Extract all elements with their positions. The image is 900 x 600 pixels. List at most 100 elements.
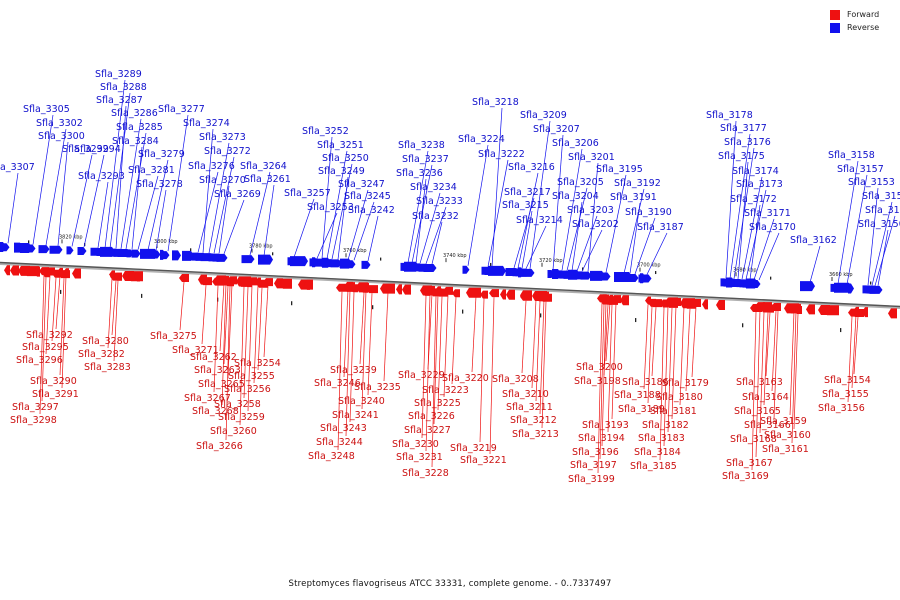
forward-leader-line (343, 289, 349, 378)
reverse-gene-label: Sfla_3264 (240, 161, 287, 172)
reverse-gene-label: Sfla_3157 (837, 164, 884, 175)
forward-leader-line (431, 296, 437, 468)
forward-gene-arrow (179, 273, 189, 282)
reverse-gene-label: Sfla_3285 (116, 122, 163, 133)
reverse-leader-line (874, 215, 896, 286)
reverse-gene-label: Sfla_3158 (828, 150, 875, 161)
forward-gene-label: Sfla_3298 (10, 415, 57, 426)
reverse-leader-line (571, 201, 583, 271)
forward-gene-label: Sfla_3165 (734, 406, 781, 417)
forward-leader-line (663, 305, 669, 447)
forward-gene-label: Sfla_3229 (398, 370, 445, 381)
reference-tick (742, 323, 744, 328)
reverse-leader-line (741, 176, 763, 280)
reverse-leader-line (529, 120, 551, 269)
forward-gene-arrow (648, 298, 656, 307)
reverse-gene-label: Sfla_3178 (706, 110, 753, 121)
reverse-gene-block (258, 254, 273, 265)
reverse-gene-block (640, 273, 646, 284)
reverse-gene-label: Sfla_3273 (199, 132, 246, 143)
forward-leader-line (751, 311, 757, 471)
forward-leader-line (219, 283, 225, 352)
forward-gene-label: Sfla_3260 (210, 426, 257, 437)
forward-gene-label: Sfla_3275 (150, 331, 197, 342)
reverse-gene-label: Sfla_3245 (344, 191, 391, 202)
axis-tick-label: 3820 kbp (59, 234, 83, 240)
forward-leader-line (597, 302, 603, 474)
reverse-gene-label: Sfla_3234 (410, 182, 457, 193)
reverse-leader-line (347, 189, 369, 261)
reference-tick (490, 262, 492, 266)
reverse-leader-line (7, 172, 19, 244)
forward-gene-block (666, 297, 678, 308)
reverse-gene-arrow (423, 264, 437, 273)
forward-gene-label: Sfla_3182 (642, 420, 689, 431)
reverse-leader-line (581, 229, 603, 272)
forward-gene-label: Sfla_3183 (638, 433, 685, 444)
reverse-swatch (830, 22, 840, 33)
legend-label-reverse: Reverse (847, 23, 880, 32)
forward-gene-label: Sfla_3156 (818, 403, 865, 414)
legend-item-forward: Forward (830, 8, 892, 21)
forward-gene-label: Sfla_3168 (730, 434, 777, 445)
reverse-leader-line (57, 141, 69, 246)
reverse-gene-label: Sfla_3287 (96, 95, 143, 106)
forward-gene-label: Sfla_3198 (574, 376, 621, 387)
forward-gene-block (702, 299, 708, 310)
reverse-leader-line (263, 184, 275, 256)
forward-gene-label: Sfla_3225 (414, 398, 461, 409)
forward-gene-label: Sfla_3155 (822, 389, 869, 400)
forward-gene-arrow (39, 267, 49, 276)
reverse-gene-label: Sfla_3190 (625, 207, 672, 218)
reverse-leader-line (321, 136, 333, 259)
forward-gene-label: Sfla_3208 (492, 374, 539, 385)
forward-gene-block (198, 274, 207, 285)
reference-tick (540, 313, 542, 318)
forward-gene-label: Sfla_3167 (726, 458, 773, 469)
forward-gene-label: Sfla_3254 (234, 358, 281, 369)
reverse-leader-line (218, 185, 230, 254)
reverse-gene-label: Sfla_3162 (790, 235, 837, 246)
reverse-gene-label: Sfla_3307 (0, 162, 35, 173)
forward-gene-label: Sfla_3186 (622, 377, 669, 388)
forward-gene-block (620, 295, 629, 306)
forward-gene-block (396, 284, 402, 295)
reverse-gene-label: Sfla_3191 (610, 192, 657, 203)
forward-leader-line (759, 312, 765, 434)
reverse-gene-arrow (49, 245, 63, 254)
forward-gene-label: Sfla_3164 (742, 392, 789, 403)
forward-gene-label: Sfla_3283 (84, 362, 131, 373)
reverse-gene-block (322, 257, 331, 268)
forward-leader-line (113, 280, 119, 362)
forward-leader-line (359, 292, 365, 365)
reverse-gene-label: Sfla_3276 (188, 161, 235, 172)
forward-leader-line (691, 307, 697, 378)
forward-leader-line (541, 301, 547, 429)
reverse-gene-label: Sfla_3172 (730, 194, 777, 205)
forward-gene-block (888, 308, 897, 319)
forward-gene-arrow (226, 278, 234, 287)
reverse-gene-label: Sfla_3201 (568, 152, 615, 163)
reverse-gene-label: Sfla_3150 (858, 219, 900, 230)
forward-leader-line (847, 316, 853, 403)
forward-leader-line (853, 316, 859, 375)
reverse-leader-line (605, 174, 627, 273)
forward-gene-label: Sfla_3197 (570, 460, 617, 471)
forward-gene-arrow (109, 270, 115, 279)
forward-gene-label: Sfla_3262 (190, 352, 237, 363)
forward-gene-label: Sfla_3256 (224, 384, 271, 395)
axis-group: 3820 kbp 3800 kbp 3780 kbp 3760 kbp 3740 kbp… (0, 234, 900, 333)
reverse-gene-label: Sfla_3289 (95, 69, 142, 80)
forward-gene-label: Sfla_3280 (82, 336, 129, 347)
reverse-gene-block (488, 265, 506, 276)
reverse-gene-block (726, 277, 735, 288)
forward-gene-block (356, 282, 368, 293)
reference-tick (272, 252, 274, 256)
forward-gene-arrow (848, 308, 856, 317)
reverse-gene-label: Sfla_3274 (183, 118, 230, 129)
forward-gene-label: Sfla_3163 (736, 377, 783, 388)
reverse-gene-arrow (131, 249, 141, 258)
forward-leader-line (659, 307, 665, 461)
reverse-gene-label: Sfla_3251 (317, 140, 364, 151)
